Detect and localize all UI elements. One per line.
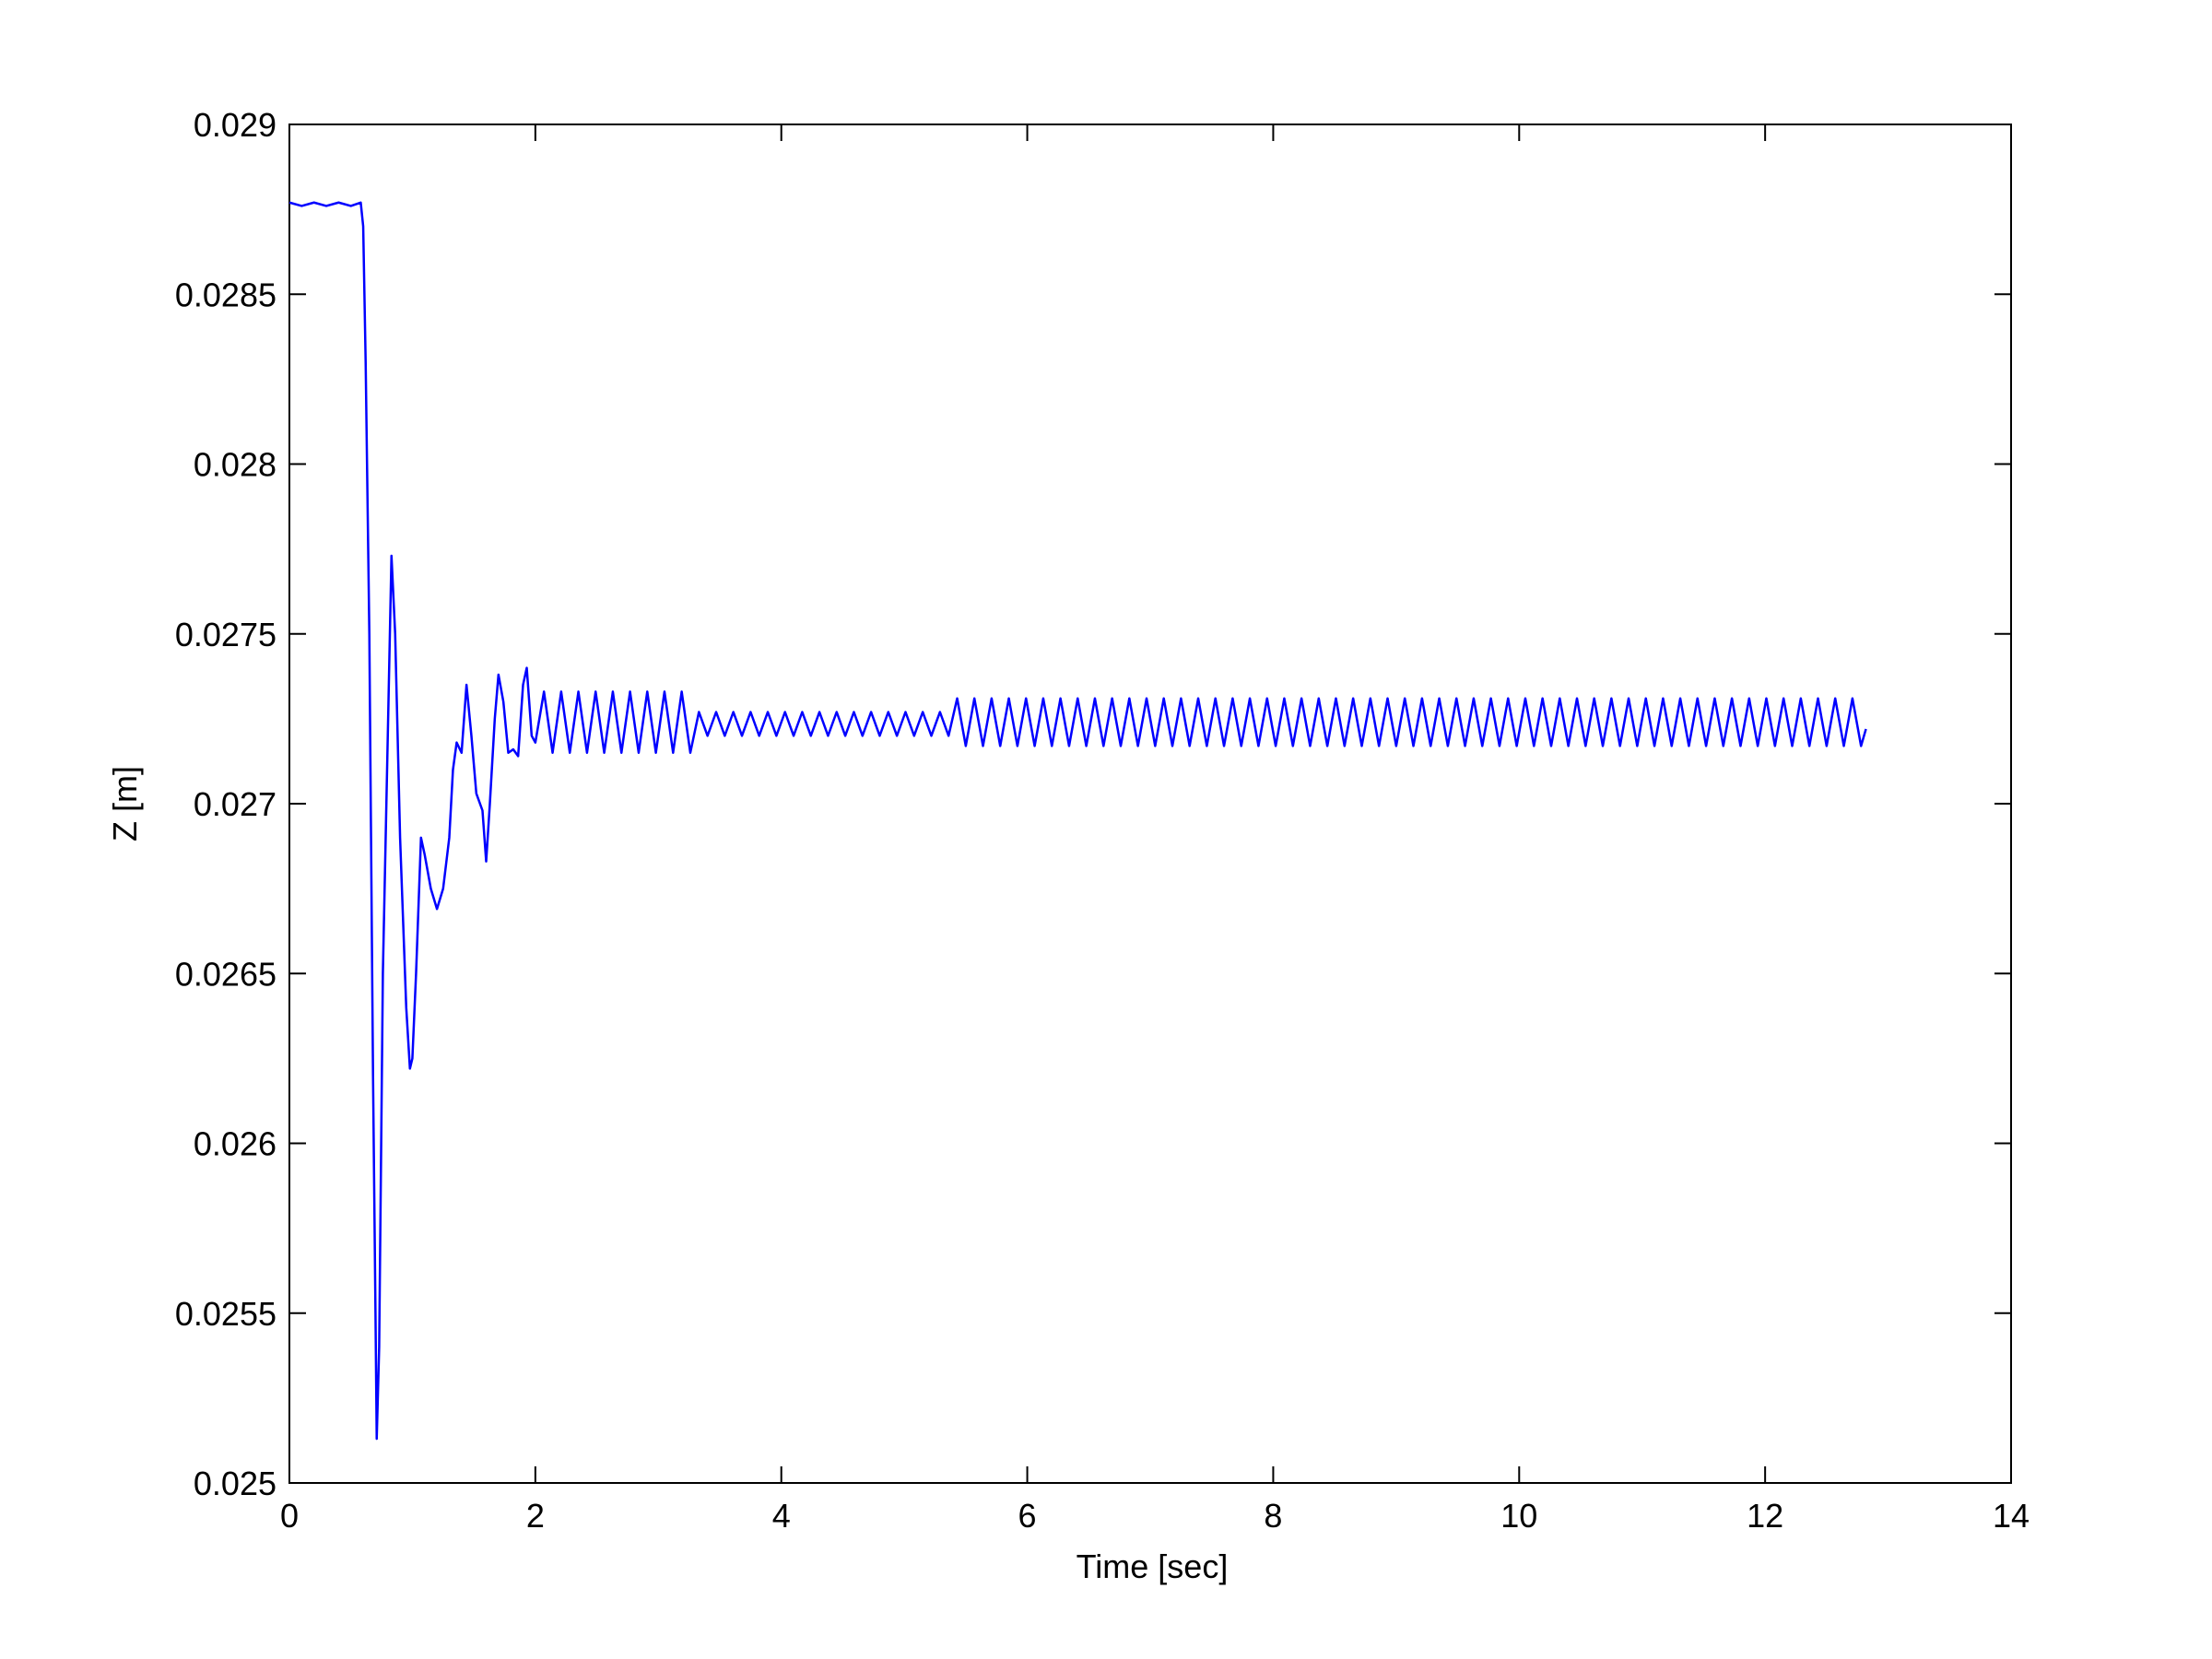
y-tick-label: 0.025: [194, 1465, 276, 1502]
data-line: [288, 201, 1867, 1441]
x-tick-label: 6: [1018, 1497, 1037, 1535]
y-axis-label: Z [m]: [106, 766, 144, 841]
y-tick-label: 0.0265: [175, 955, 276, 993]
y-tick-label: 0.027: [194, 785, 276, 823]
y-tick-label: 0.0285: [175, 276, 276, 313]
y-tick-label: 0.0275: [175, 616, 276, 653]
x-axis-label: Time [sec]: [1077, 1547, 1229, 1585]
plot-area: [288, 124, 2012, 1484]
x-tick-label: 0: [280, 1497, 299, 1535]
x-tick-label: 10: [1500, 1497, 1537, 1535]
y-tick-label: 0.026: [194, 1125, 276, 1163]
y-tick-label: 0.0255: [175, 1295, 276, 1333]
y-tick-label: 0.029: [194, 106, 276, 144]
y-tick-label: 0.028: [194, 446, 276, 484]
x-tick-label: 4: [772, 1497, 791, 1535]
x-tick-label: 8: [1264, 1497, 1282, 1535]
x-tick-label: 2: [526, 1497, 545, 1535]
x-tick-label: 14: [1993, 1497, 2030, 1535]
x-tick-label: 12: [1747, 1497, 1783, 1535]
